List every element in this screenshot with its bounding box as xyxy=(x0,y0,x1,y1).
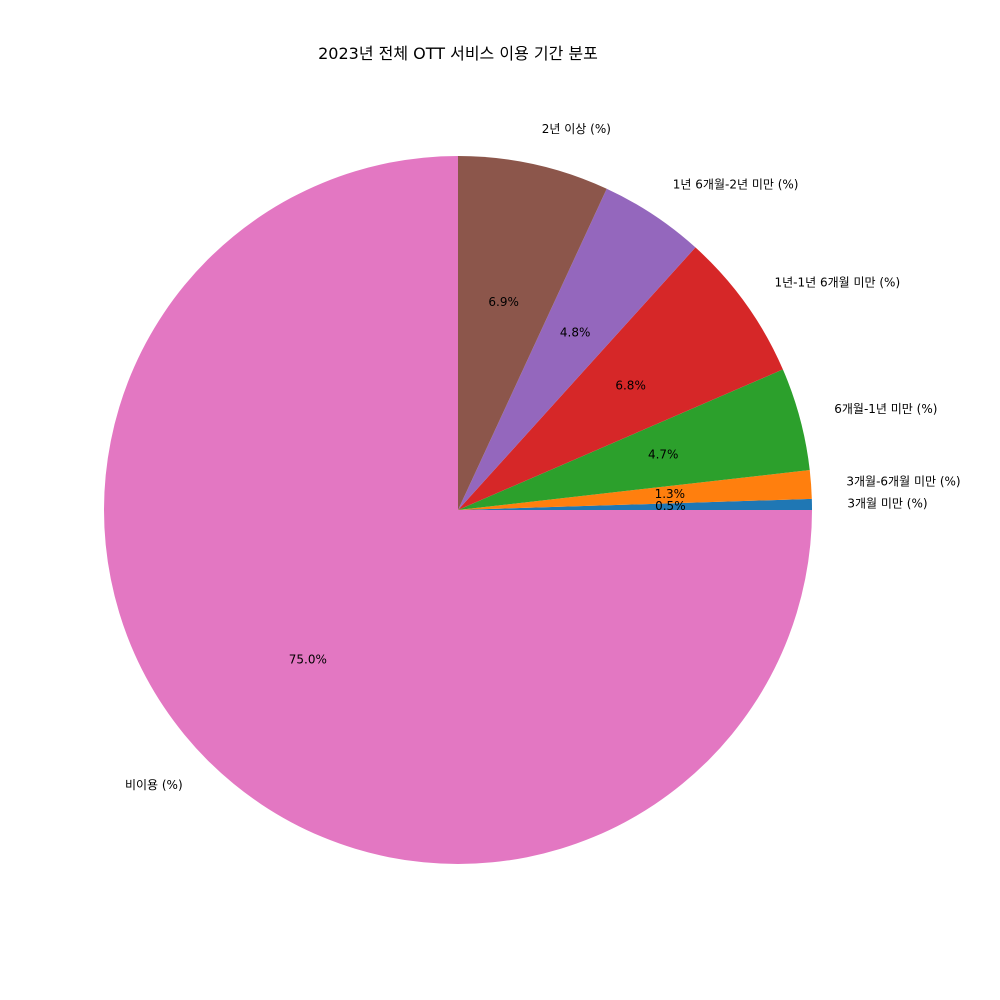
category-label-1: 3개월-6개월 미만 (%) xyxy=(846,474,960,488)
category-label-3: 1년-1년 6개월 미만 (%) xyxy=(774,276,900,290)
category-label-2: 6개월-1년 미만 (%) xyxy=(834,402,937,416)
pct-label-6: 75.0% xyxy=(289,653,327,667)
pie-slice-2 xyxy=(458,369,810,510)
pie-slice-6 xyxy=(104,156,812,864)
pie-slice-1 xyxy=(458,470,812,510)
category-label-5: 2년 이상 (%) xyxy=(542,122,611,136)
pie-slice-0 xyxy=(458,498,812,510)
category-label-6: 비이용 (%) xyxy=(125,778,183,792)
pct-label-5: 6.9% xyxy=(488,295,519,309)
category-label-4: 1년 6개월-2년 미만 (%) xyxy=(673,178,799,192)
pct-label-3: 6.8% xyxy=(615,379,646,393)
pie-slice-5 xyxy=(458,156,607,510)
pct-label-4: 4.8% xyxy=(560,325,591,339)
pct-label-2: 4.7% xyxy=(648,448,679,462)
pct-label-1: 1.3% xyxy=(655,487,686,501)
pie-slice-4 xyxy=(458,188,696,510)
chart-title: 2023년 전체 OTT 서비스 이용 기간 분포 xyxy=(318,44,598,63)
category-label-0: 3개월 미만 (%) xyxy=(847,496,927,510)
pie-slice-3 xyxy=(458,247,783,511)
pct-label-0: 0.5% xyxy=(655,499,686,513)
